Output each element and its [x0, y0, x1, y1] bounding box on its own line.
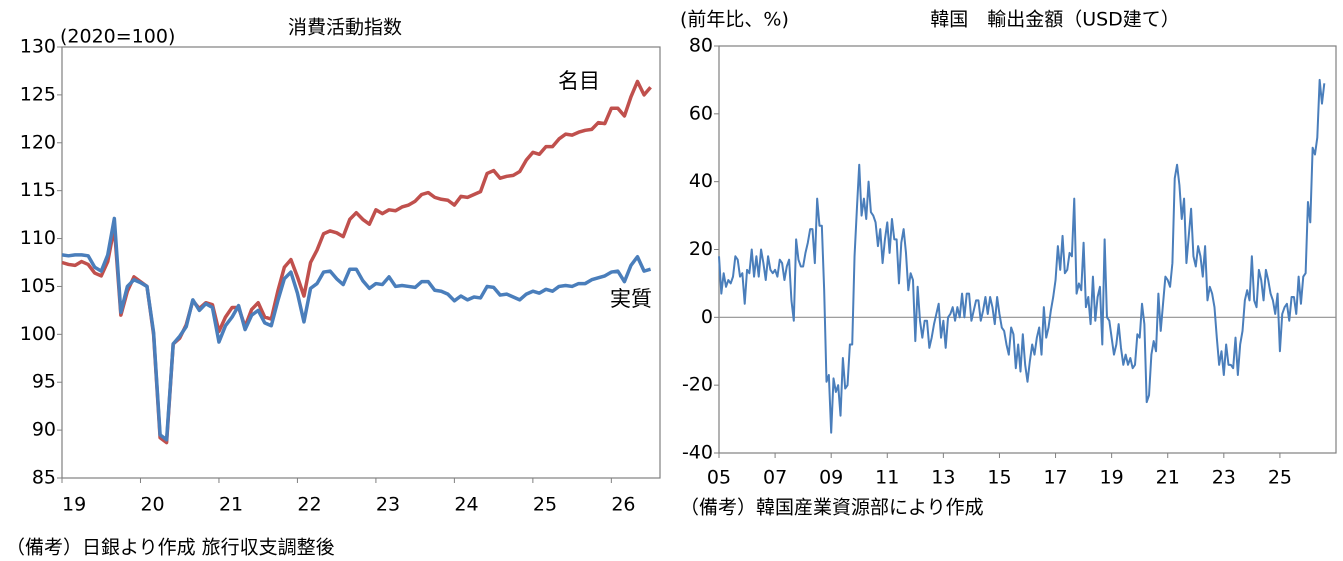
series-line: [61, 79, 652, 445]
x-tick-label: 13: [931, 467, 955, 489]
y-tick-label: -40: [682, 442, 713, 464]
x-tick-label: 23: [376, 494, 400, 516]
y-tick-label: 60: [689, 102, 713, 124]
chart-title: 韓国 輸出金額（USD建て）: [930, 9, 1180, 31]
y-unit-label: (2020=100): [60, 26, 175, 48]
y-tick-label: 130: [20, 36, 56, 58]
x-tick-label: 23: [1212, 467, 1236, 489]
y-unit-label: (前年比、%): [680, 9, 789, 31]
series-line: [61, 216, 652, 442]
x-tick-label: 25: [1268, 467, 1292, 489]
y-tick-label: 90: [32, 419, 56, 441]
x-tick-label: 21: [1156, 467, 1180, 489]
plot-frame: [61, 46, 661, 479]
y-tick-label: 125: [20, 83, 56, 105]
note: （備考）日銀より作成 旅行収支調整後: [6, 537, 335, 559]
y-tick-label: -20: [682, 374, 713, 396]
x-tick-label: 17: [1043, 467, 1067, 489]
plot-frame: [718, 45, 1337, 454]
series-line: [718, 78, 1326, 434]
y-tick-label: 100: [20, 323, 56, 345]
x-tick-label: 19: [1100, 467, 1124, 489]
x-tick-label: 11: [875, 467, 899, 489]
y-tick-label: 120: [20, 131, 56, 153]
y-tick-label: 115: [20, 179, 56, 201]
x-tick-label: 19: [62, 494, 86, 516]
y-tick-label: 80: [689, 35, 713, 57]
x-tick-label: 24: [454, 494, 478, 516]
y-tick-label: 0: [701, 306, 713, 328]
y-tick-label: 85: [32, 467, 56, 489]
x-tick-label: 26: [611, 494, 635, 516]
x-tick-label: 20: [140, 494, 164, 516]
x-tick-label: 25: [533, 494, 557, 516]
x-tick-label: 22: [297, 494, 321, 516]
y-tick-label: 95: [32, 371, 56, 393]
y-tick-label: 110: [20, 227, 56, 249]
y-tick-label: 105: [20, 275, 56, 297]
x-tick-label: 05: [707, 467, 731, 489]
x-tick-label: 09: [819, 467, 843, 489]
chart-title: 消費活動指数: [288, 17, 402, 39]
y-tick-label: 20: [689, 238, 713, 260]
y-tick-label: 40: [689, 170, 713, 192]
series-label: 名目: [558, 69, 600, 93]
x-tick-label: 21: [219, 494, 243, 516]
note: （備考）韓国産業資源部により作成: [680, 497, 984, 519]
series-label: 実質: [610, 287, 652, 311]
x-tick-label: 15: [987, 467, 1011, 489]
x-tick-label: 07: [763, 467, 787, 489]
